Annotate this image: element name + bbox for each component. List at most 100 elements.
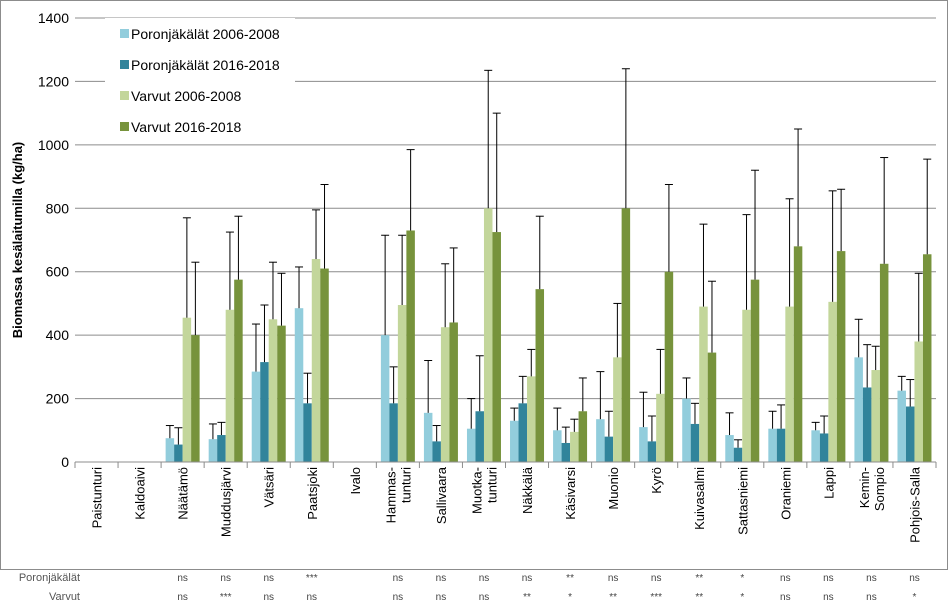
x-tick-label: Näätämö — [176, 467, 191, 520]
bar — [707, 352, 717, 462]
bar — [217, 435, 226, 462]
bar — [690, 423, 700, 462]
x-tick-label: Vätsäri — [262, 467, 277, 508]
y-tick-label: 400 — [46, 327, 70, 343]
bars — [165, 208, 932, 462]
y-tick-label: 200 — [46, 391, 70, 407]
bar — [793, 246, 803, 462]
significance-value: ns — [866, 592, 877, 603]
bar — [742, 309, 751, 462]
bar — [854, 357, 863, 462]
bar — [682, 398, 691, 462]
x-tick-label: Paatsjoki — [305, 467, 320, 520]
bar — [251, 371, 261, 462]
bar — [406, 230, 415, 462]
significance-value: ns — [263, 573, 274, 584]
significance-value: ns — [651, 573, 662, 584]
significance-value: ns — [608, 573, 619, 584]
x-tick-label: Kaldoaivi — [133, 467, 148, 520]
bar — [432, 441, 441, 462]
bar — [768, 428, 777, 462]
bar — [492, 232, 501, 462]
y-tick-label: 0 — [61, 454, 69, 470]
bar — [303, 403, 312, 462]
bar — [294, 308, 304, 462]
x-tick-label: Muddusjärvi — [219, 467, 234, 537]
y-axis-ticks: 0 200 400 600 800 1000 1200 1400 — [38, 10, 69, 470]
significance-value: * — [568, 592, 572, 603]
significance-value: ns — [436, 592, 447, 603]
significance-table: Poronjäkälät ns ns ns *** ns ns ns ns ** ns ns ** * ns… — [19, 572, 920, 603]
x-tick-label: tunturi — [398, 467, 413, 503]
bar — [510, 420, 519, 462]
bar — [182, 317, 192, 462]
legend-swatch — [120, 60, 129, 69]
bar — [397, 305, 407, 462]
bar — [656, 393, 665, 462]
significance-value: ns — [263, 592, 274, 603]
x-tick-label: Ivalo — [348, 467, 363, 494]
legend-entry: Poronjäkälät 2006-2008 — [131, 26, 280, 42]
significance-value: ns — [780, 573, 791, 584]
bar — [699, 306, 708, 462]
bar — [596, 419, 605, 462]
bar — [320, 268, 329, 462]
legend-swatch — [120, 122, 129, 131]
bar — [750, 279, 760, 462]
x-tick-label: Oraniemi — [778, 467, 793, 520]
bar — [475, 411, 484, 462]
bar — [725, 435, 734, 462]
bar — [914, 341, 923, 462]
bar — [647, 441, 657, 462]
significance-value: ns — [780, 592, 791, 603]
bar — [527, 376, 536, 462]
significance-value: *** — [220, 592, 232, 603]
significance-value: ns — [393, 592, 404, 603]
bar — [208, 439, 218, 462]
bar — [922, 254, 932, 462]
legend-box — [105, 18, 295, 143]
significance-value: ns — [306, 592, 317, 603]
significance-value: ns — [909, 573, 920, 584]
bar — [553, 430, 562, 462]
bar — [440, 327, 450, 462]
bar — [879, 263, 889, 462]
bar — [776, 428, 786, 462]
y-tick-label: 1200 — [38, 73, 69, 89]
significance-value: ** — [566, 573, 574, 584]
x-tick-label: tunturi — [484, 467, 499, 503]
bar — [380, 335, 390, 462]
significance-value: * — [740, 592, 744, 603]
bar — [268, 319, 278, 462]
legend-entry: Varvut 2006-2008 — [131, 88, 241, 104]
y-tick-label: 600 — [46, 264, 70, 280]
error-bars — [165, 68, 932, 448]
bar — [466, 428, 476, 462]
significance-row-label: Varvut — [49, 591, 80, 603]
bar — [828, 301, 837, 462]
y-tick-label: 800 — [46, 200, 70, 216]
x-tick-label: Paistunturi — [90, 467, 105, 529]
bar — [862, 387, 872, 462]
significance-value: ns — [479, 592, 490, 603]
x-tick-label: Pohjois-Salla — [907, 466, 922, 543]
significance-row-label: Poronjäkälät — [19, 572, 80, 584]
y-axis-label: Biomassa kesälaitumilla (kg/ha) — [10, 142, 25, 339]
significance-value: ns — [823, 592, 834, 603]
bar — [277, 325, 286, 462]
significance-value: ns — [220, 573, 231, 584]
x-tick-label: Näkkälä — [520, 466, 535, 514]
bar — [871, 370, 880, 462]
bar — [621, 208, 631, 462]
significance-value: ns — [177, 573, 188, 584]
bar — [578, 411, 588, 462]
bar — [174, 444, 183, 462]
x-tick-label: Kuivasalmi — [692, 467, 707, 530]
x-tick-label: Sallivaara — [434, 466, 449, 524]
bar — [389, 403, 398, 462]
bar — [733, 447, 743, 462]
x-tick-label: Kemin- — [857, 467, 872, 508]
bar — [234, 279, 243, 462]
bar — [165, 438, 175, 462]
bar — [639, 427, 648, 462]
